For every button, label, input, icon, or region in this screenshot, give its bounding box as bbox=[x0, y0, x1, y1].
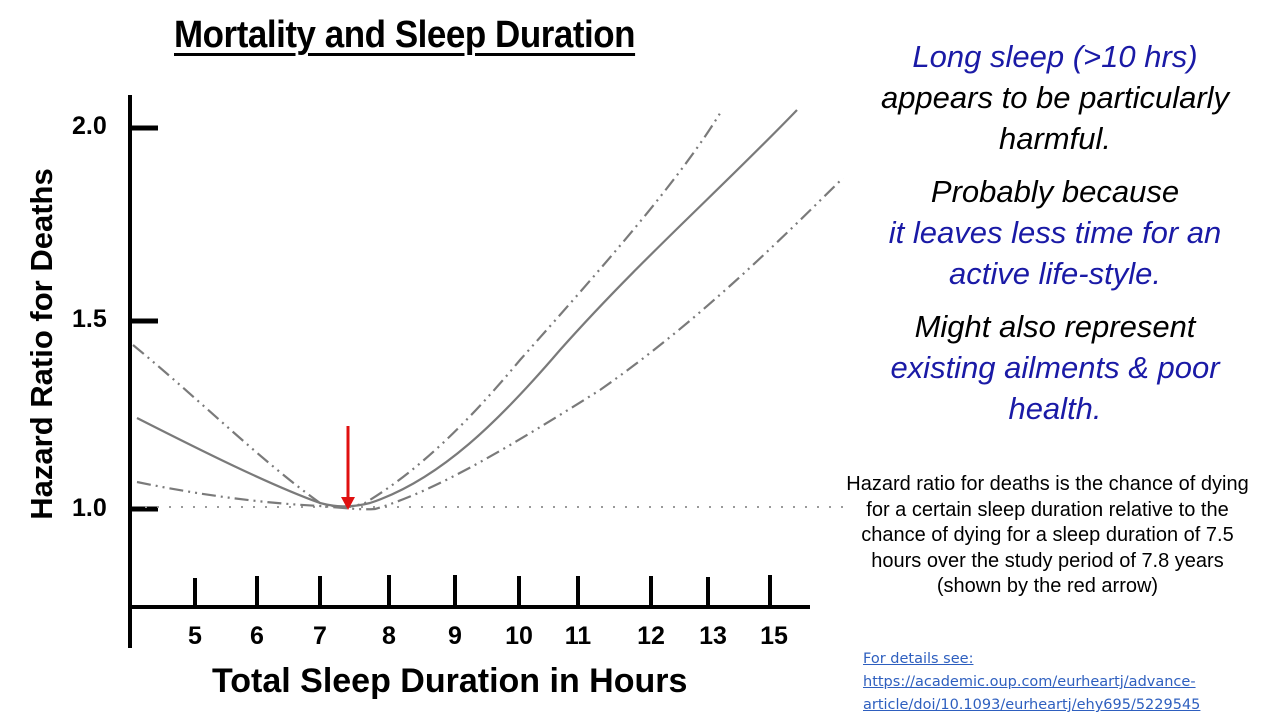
x-tick-label: 5 bbox=[188, 622, 202, 650]
y-tick-label: 2.0 bbox=[72, 112, 107, 140]
details-link-prefix[interactable]: For details see: bbox=[863, 651, 974, 667]
x-axis-label: Total Sleep Duration in Hours bbox=[212, 662, 688, 700]
x-ticks bbox=[193, 575, 772, 607]
y-tick-label: 1.5 bbox=[72, 305, 107, 333]
x-tick-label: 12 bbox=[637, 622, 665, 650]
x-tick-label: 11 bbox=[564, 622, 592, 650]
chart-title: Mortality and Sleep Duration bbox=[174, 14, 636, 56]
hazard-ratio-explanation: Hazard ratio for deaths is the chance of… bbox=[846, 473, 1249, 597]
note-probably: Probably because bbox=[930, 174, 1180, 209]
arrow-head-icon bbox=[341, 497, 355, 510]
details-link-url[interactable]: https://academic.oup.com/eurheartj/advan… bbox=[863, 674, 1201, 713]
x-tick-label: 7 bbox=[313, 622, 327, 650]
x-tick-label: 6 bbox=[250, 622, 264, 650]
commentary: Long sleep (>10 hrs) appears to be parti… bbox=[845, 36, 1265, 441]
note-active-lifestyle: it leaves less time for an active life-s… bbox=[888, 215, 1222, 291]
note-ailments: existing ailments & poor health. bbox=[890, 350, 1220, 426]
lower-ci-curve bbox=[136, 177, 844, 511]
hazard-ratio-curve bbox=[136, 109, 798, 508]
details-link[interactable]: For details see: https://academic.oup.co… bbox=[863, 648, 1263, 717]
upper-ci-curve bbox=[132, 109, 723, 508]
x-tick-label: 8 bbox=[382, 622, 396, 650]
note-harmful: appears to be particularly harmful. bbox=[880, 80, 1230, 156]
x-tick-label: 10 bbox=[505, 622, 533, 650]
note-might-represent: Might also represent bbox=[914, 309, 1196, 344]
x-tick-label: 13 bbox=[699, 622, 727, 650]
y-tick-label: 1.0 bbox=[72, 494, 107, 522]
x-tick-label: 15 bbox=[760, 622, 788, 650]
x-tick-label: 9 bbox=[448, 622, 462, 650]
note-long-sleep: Long sleep (>10 hrs) bbox=[912, 39, 1198, 74]
